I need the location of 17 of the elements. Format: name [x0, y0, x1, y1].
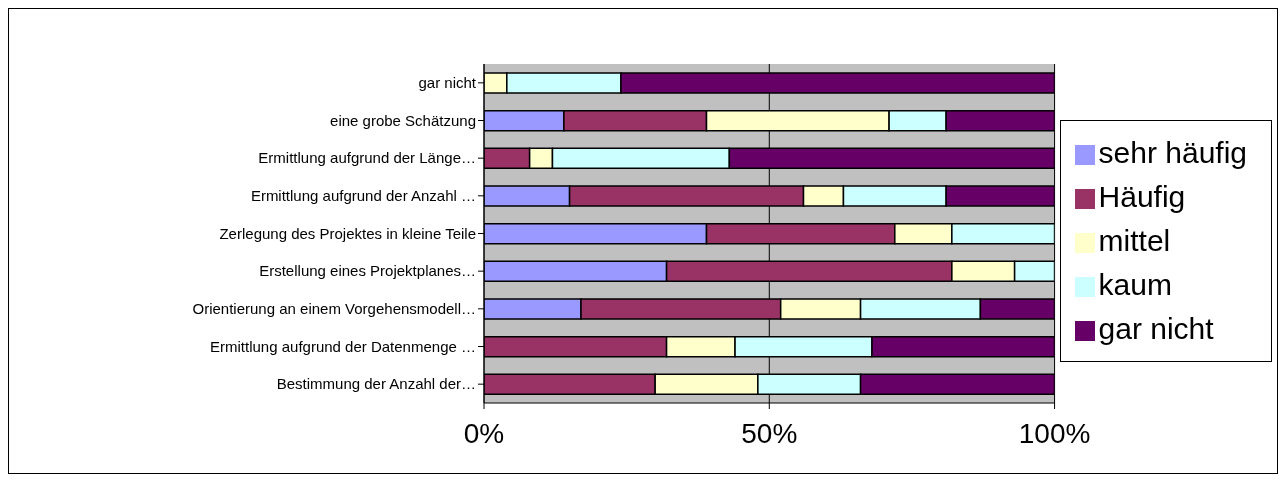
legend-label: kaum — [1098, 268, 1172, 301]
x-tick-label: 100% — [1018, 417, 1091, 449]
legend-label: mittel — [1098, 224, 1171, 257]
y-tick-label: Erstellung eines Projektplanes… — [259, 262, 476, 280]
legend-label: sehr häufig — [1098, 136, 1247, 169]
y-tick-label: gar nicht — [418, 74, 477, 92]
y-tick-label: eine grobe Schätzung — [330, 111, 476, 129]
legend-label: Häufig — [1098, 180, 1186, 213]
legend-label: gar nicht — [1098, 312, 1214, 345]
x-tick-label: 0% — [463, 417, 505, 449]
y-tick-label: Ermittlung aufgrund der Anzahl … — [250, 187, 476, 205]
y-tick-label: Ermittlung aufgrund der Datenmenge … — [210, 337, 476, 355]
x-tick-label: 50% — [741, 417, 798, 449]
y-tick-label: Bestimmung der Anzahl der… — [276, 375, 476, 393]
y-tick-label: Ermittlung aufgrund der Länge… — [258, 149, 476, 167]
y-tick-label: Orientierung an einem Vorgehensmodell… — [192, 300, 476, 318]
y-tick-label: Zerlegung des Projektes in kleine Teile — [219, 224, 476, 242]
